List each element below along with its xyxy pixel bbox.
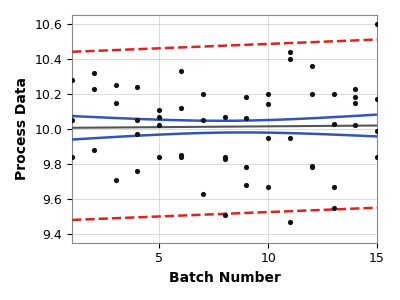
Point <box>308 63 315 68</box>
Point <box>112 177 119 182</box>
Point <box>374 154 380 159</box>
Point <box>200 92 206 96</box>
Point <box>200 118 206 122</box>
Point <box>69 118 75 122</box>
Point <box>134 169 141 173</box>
Point <box>243 116 250 121</box>
Point <box>352 123 358 128</box>
Point <box>287 50 293 54</box>
Point <box>352 86 358 91</box>
Point <box>156 114 162 119</box>
Point <box>352 95 358 100</box>
Point <box>112 83 119 88</box>
Point <box>222 212 228 217</box>
Point <box>330 92 337 96</box>
Point <box>200 191 206 196</box>
Point <box>374 128 380 133</box>
Point <box>91 86 97 91</box>
Point <box>134 132 141 136</box>
Point <box>243 165 250 170</box>
Point <box>178 69 184 74</box>
X-axis label: Batch Number: Batch Number <box>169 271 280 285</box>
Point <box>265 102 271 107</box>
Point <box>222 154 228 159</box>
Point <box>265 92 271 96</box>
Point <box>330 205 337 210</box>
Point <box>156 123 162 128</box>
Point <box>91 148 97 152</box>
Point <box>265 184 271 189</box>
Point <box>178 105 184 110</box>
Point <box>330 184 337 189</box>
Point <box>265 135 271 140</box>
Point <box>352 100 358 105</box>
Point <box>308 165 315 170</box>
Point <box>287 56 293 61</box>
Point <box>287 219 293 224</box>
Point <box>156 154 162 159</box>
Point <box>156 107 162 112</box>
Point <box>178 154 184 159</box>
Y-axis label: Process Data: Process Data <box>15 77 29 180</box>
Point <box>308 92 315 96</box>
Point <box>69 77 75 82</box>
Point <box>178 153 184 158</box>
Point <box>374 21 380 26</box>
Point <box>287 135 293 140</box>
Point <box>374 97 380 101</box>
Point <box>134 118 141 122</box>
Point <box>308 163 315 168</box>
Point <box>243 182 250 187</box>
Point <box>112 100 119 105</box>
Point <box>91 70 97 75</box>
Point <box>243 95 250 100</box>
Point <box>222 156 228 161</box>
Point <box>330 121 337 126</box>
Point <box>134 84 141 89</box>
Point <box>222 114 228 119</box>
Point <box>69 154 75 159</box>
